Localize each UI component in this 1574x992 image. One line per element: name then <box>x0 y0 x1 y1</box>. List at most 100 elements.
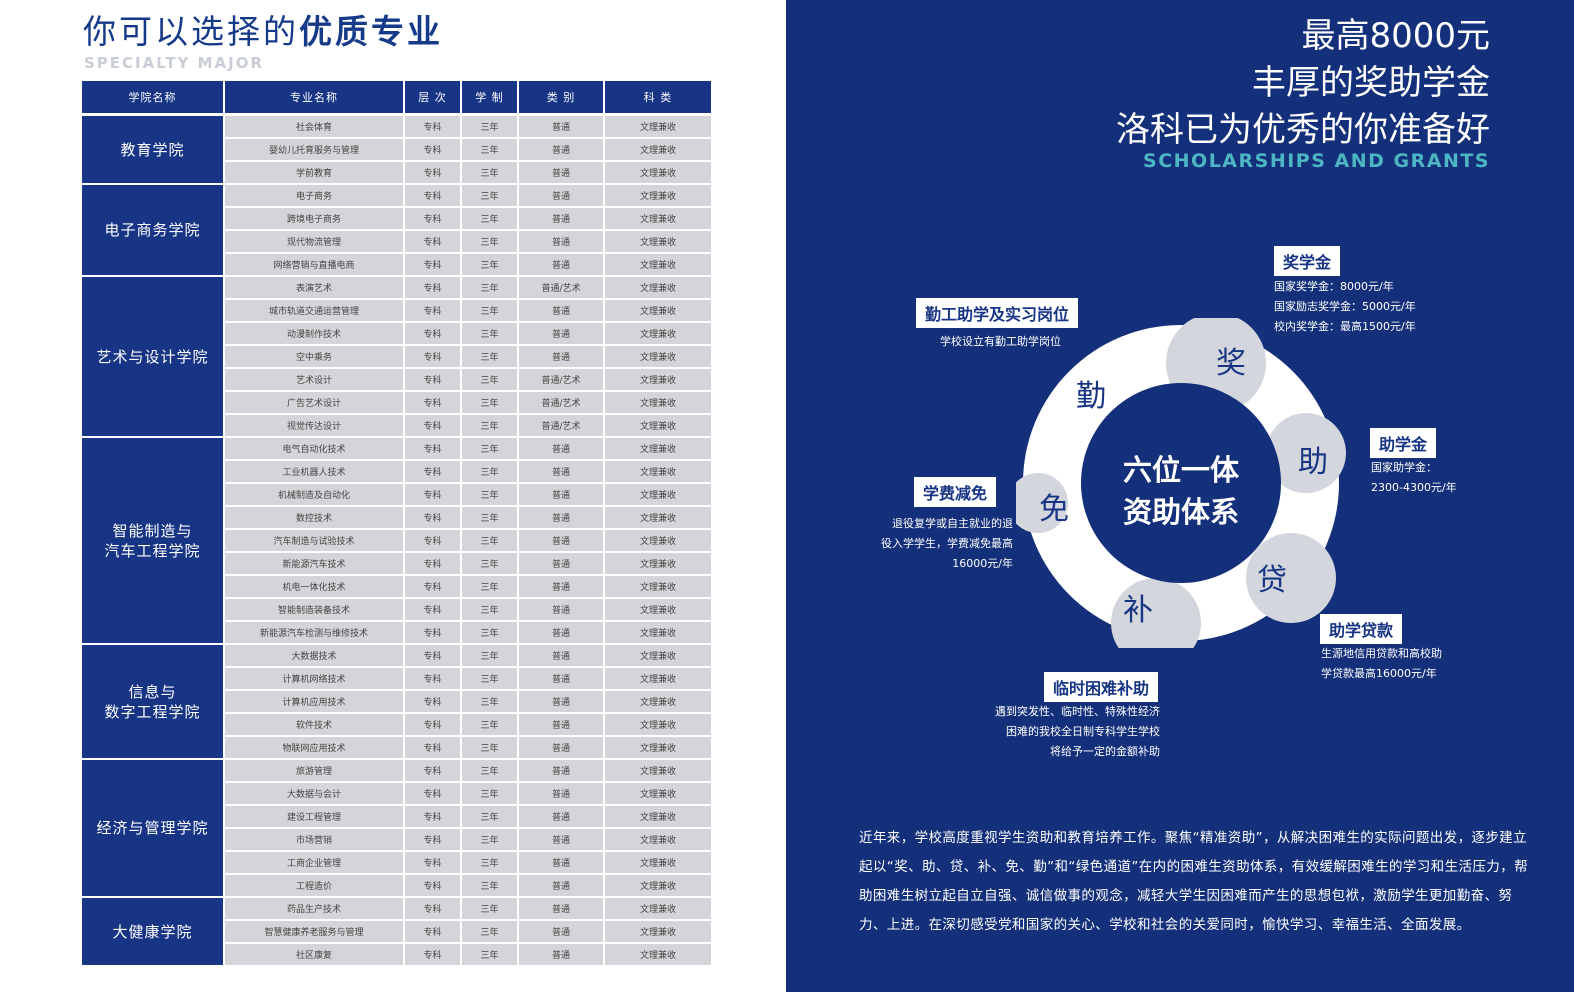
desc-line: 将给予一定的金额补助 <box>1050 745 1160 758</box>
level-cell: 专科 <box>404 575 462 599</box>
level-cell: 专科 <box>404 805 462 829</box>
category-cell: 普通 <box>518 437 605 461</box>
duration-cell: 三年 <box>461 184 519 208</box>
subject-cell: 文理兼收 <box>604 276 711 300</box>
table-row: 数控技术 专科 三年 普通 文理兼收 <box>82 506 711 530</box>
desc-subsidy: 遇到突发性、临时性、特殊性经济 困难的我校全日制专科学生学校 将给予一定的金额补… <box>986 702 1160 762</box>
subject-cell: 文理兼收 <box>604 943 711 967</box>
subject-cell: 文理兼收 <box>604 138 711 162</box>
major-name-cell: 工程造价 <box>224 874 405 898</box>
ring-char-mian: 免 <box>1039 492 1069 527</box>
ring-blob-5 <box>1016 473 1068 533</box>
subject-cell: 文理兼收 <box>604 184 711 208</box>
duration-cell: 三年 <box>461 345 519 369</box>
major-name-cell: 广告艺术设计 <box>224 391 405 415</box>
table-row: 工商企业管理 专科 三年 普通 文理兼收 <box>82 851 711 875</box>
label-scholarship: 奖学金 <box>1274 246 1341 276</box>
ring-char-zhu: 助 <box>1298 445 1328 480</box>
duration-cell: 三年 <box>461 368 519 392</box>
table-row: 工程造价 专科 三年 普通 文理兼收 <box>82 874 711 898</box>
major-name-cell: 数控技术 <box>224 506 405 530</box>
subject-cell: 文理兼收 <box>604 483 711 507</box>
subject-cell: 文理兼收 <box>604 529 711 553</box>
level-cell: 专科 <box>404 207 462 231</box>
level-cell: 专科 <box>404 483 462 507</box>
major-name-cell: 机械制造及自动化 <box>224 483 405 507</box>
college-name-cell: 艺术与设计学院 <box>82 276 225 438</box>
duration-cell: 三年 <box>461 391 519 415</box>
table-row: 建设工程管理 专科 三年 普通 文理兼收 <box>82 805 711 829</box>
category-cell: 普通 <box>518 575 605 599</box>
level-cell: 专科 <box>404 598 462 622</box>
duration-cell: 三年 <box>461 114 519 139</box>
category-cell: 普通 <box>518 184 605 208</box>
subject-cell: 文理兼收 <box>604 506 711 530</box>
ring-blob-4 <box>1111 578 1201 648</box>
college-name-line: 智能制造与 <box>112 521 193 540</box>
table-row: 信息与 数字工程学院 大数据技术 专科 三年 普通 文理兼收 <box>82 644 711 760</box>
major-name-cell: 跨境电子商务 <box>224 207 405 231</box>
level-cell: 专科 <box>404 230 462 254</box>
level-cell: 专科 <box>404 138 462 162</box>
college-name-cell: 电子商务学院 <box>82 184 225 277</box>
subject-cell: 文理兼收 <box>604 161 711 185</box>
desc-scholarship: 国家奖学金：8000元/年 国家励志奖学金：5000元/年 校内奖学金：最高15… <box>1274 277 1416 337</box>
major-name-cell: 电气自动化技术 <box>224 437 405 461</box>
level-cell: 专科 <box>404 460 462 484</box>
level-cell: 专科 <box>404 782 462 806</box>
category-cell: 普通 <box>518 782 605 806</box>
duration-cell: 三年 <box>461 713 519 737</box>
major-name-cell: 建设工程管理 <box>224 805 405 829</box>
major-name-cell: 软件技术 <box>224 713 405 737</box>
duration-cell: 三年 <box>461 644 519 668</box>
duration-cell: 三年 <box>461 483 519 507</box>
aid-ring-diagram: 六位一体 资助体系 奖 助 贷 补 免 勤 <box>1016 318 1346 648</box>
category-cell: 普通 <box>518 506 605 530</box>
duration-cell: 三年 <box>461 506 519 530</box>
subject-cell: 文理兼收 <box>604 667 711 691</box>
header-level: 层 次 <box>404 81 462 116</box>
duration-cell: 三年 <box>461 920 519 944</box>
duration-cell: 三年 <box>461 690 519 714</box>
table-row: 视觉传达设计 专科 三年 普通/艺术 文理兼收 <box>82 414 711 438</box>
level-cell: 专科 <box>404 736 462 760</box>
table-row: 智能制造装备技术 专科 三年 普通 文理兼收 <box>82 598 711 622</box>
table-row: 婴幼儿托育服务与管理 专科 三年 普通 文理兼收 <box>82 138 711 162</box>
ring-inner <box>1081 383 1281 583</box>
label-tuition: 学费减免 <box>914 477 997 507</box>
label-workstudy: 勤工助学及实习岗位 <box>916 298 1079 328</box>
duration-cell: 三年 <box>461 161 519 185</box>
category-cell: 普通 <box>518 552 605 576</box>
table-row: 物联网应用技术 专科 三年 普通 文理兼收 <box>82 736 711 760</box>
table-row: 计算机网络技术 专科 三年 普通 文理兼收 <box>82 667 711 691</box>
table-header-row: 学院名称 专业名称 层 次 学 制 类 别 科 类 <box>82 81 711 116</box>
header-college: 学院名称 <box>82 81 225 116</box>
college-name-cell: 大健康学院 <box>82 897 225 967</box>
table-row: 新能源汽车技术 专科 三年 普通 文理兼收 <box>82 552 711 576</box>
subject-cell: 文理兼收 <box>604 460 711 484</box>
ring-char-bu: 补 <box>1123 593 1153 628</box>
category-cell: 普通 <box>518 943 605 967</box>
major-name-cell: 城市轨道交通运营管理 <box>224 299 405 323</box>
level-cell: 专科 <box>404 552 462 576</box>
header-duration: 学 制 <box>461 81 519 116</box>
category-cell: 普通 <box>518 851 605 875</box>
table-row: 空中乘务 专科 三年 普通 文理兼收 <box>82 345 711 369</box>
duration-cell: 三年 <box>461 828 519 852</box>
major-name-cell: 大数据技术 <box>224 644 405 668</box>
level-cell: 专科 <box>404 851 462 875</box>
duration-cell: 三年 <box>461 276 519 300</box>
category-cell: 普通/艺术 <box>518 391 605 415</box>
duration-cell: 三年 <box>461 207 519 231</box>
category-cell: 普通 <box>518 644 605 668</box>
category-cell: 普通 <box>518 483 605 507</box>
subject-cell: 文理兼收 <box>604 207 711 231</box>
level-cell: 专科 <box>404 299 462 323</box>
table-row: 网络营销与直播电商 专科 三年 普通 文理兼收 <box>82 253 711 277</box>
major-name-cell: 婴幼儿托育服务与管理 <box>224 138 405 162</box>
desc-tuition: 退役复学或自主就业的退 役入学学生，学费减免最高 16000元/年 <box>858 514 1013 574</box>
level-cell: 专科 <box>404 920 462 944</box>
subject-cell: 文理兼收 <box>604 414 711 438</box>
subject-cell: 文理兼收 <box>604 552 711 576</box>
level-cell: 专科 <box>404 414 462 438</box>
